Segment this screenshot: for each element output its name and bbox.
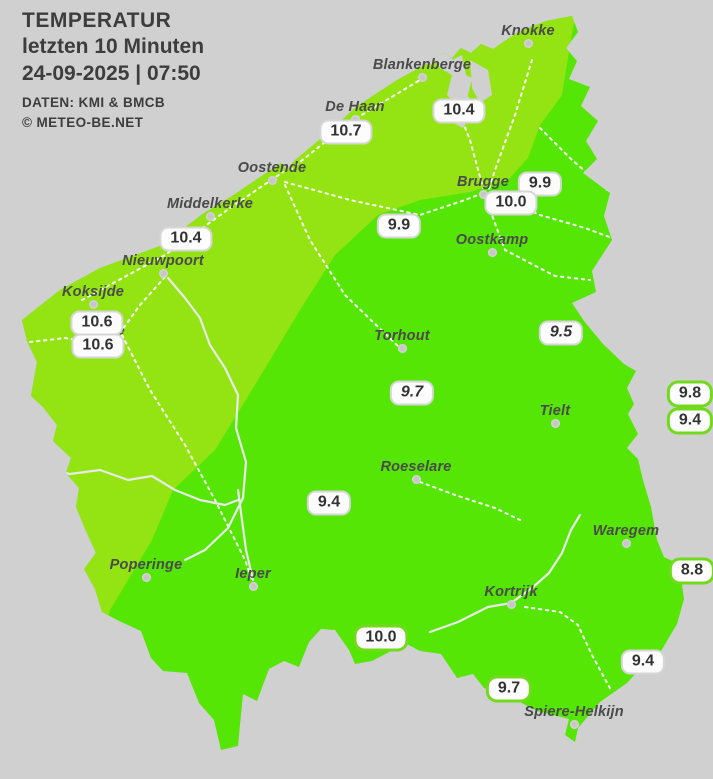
city-dot-icon [88, 299, 98, 309]
city-dot-icon [141, 572, 151, 582]
city-dot-icon [158, 268, 168, 278]
temp-badge-9-5: 9.5 [538, 320, 584, 346]
city-dot-icon [417, 72, 427, 82]
city-label: Blankenberge [372, 57, 472, 73]
city-label: Ieper [235, 566, 271, 582]
city-label: Tielt [539, 403, 571, 419]
city-dot-icon [397, 343, 407, 353]
temp-badge-10-4: 10.4 [432, 98, 486, 124]
temp-badge-9-7: 9.7 [485, 675, 533, 703]
city-dot-icon [487, 247, 497, 257]
city-dot-icon [267, 175, 277, 185]
temp-badge-9-7: 9.7 [389, 380, 435, 406]
city-dot-icon [411, 474, 421, 484]
city-label: Poperinge [109, 557, 183, 573]
rivers [40, 276, 582, 634]
city-dot-icon [506, 599, 516, 609]
temp-badge-9-9: 9.9 [376, 213, 422, 239]
city-label: Waregem [592, 523, 660, 539]
temp-badge-9-4: 9.4 [620, 649, 666, 675]
temp-badge-9-4: 9.4 [666, 407, 713, 435]
page-subtitle: letzten 10 Minuten [22, 35, 205, 58]
city-dot-icon [205, 211, 215, 221]
temp-badge-10-6: 10.6 [71, 333, 125, 359]
temp-badge-10-4: 10.4 [159, 226, 213, 252]
city-dot-icon [569, 719, 579, 729]
city-label: Nieuwpoort [122, 253, 204, 269]
city-dot-icon [621, 538, 631, 548]
temp-badge-10-6: 10.6 [70, 310, 124, 336]
temp-badge-10-7: 10.7 [319, 119, 373, 145]
city-label: Oostende [237, 160, 307, 176]
city-label: De Haan [325, 99, 385, 115]
city-label: Torhout [374, 328, 430, 344]
temp-badge-8-8: 8.8 [668, 557, 713, 585]
page-title: TEMPERATUR [22, 9, 172, 32]
date-time: 24-09-2025 | 07:50 [22, 62, 201, 85]
city-dot-icon [248, 581, 258, 591]
data-source: DATEN: KMI & BMCB [22, 95, 166, 110]
city-label: Brugge [457, 174, 509, 190]
city-dot-icon [550, 418, 560, 428]
city-label: Middelkerke [166, 196, 254, 212]
city-label: Roeselare [380, 459, 452, 475]
city-label: Kortrijk [484, 584, 538, 600]
city-dot-icon [478, 189, 488, 199]
copyright-notice: © METEO-BE.NET [22, 115, 144, 130]
temp-badge-10-0: 10.0 [484, 190, 538, 216]
city-label: Koksijde [61, 284, 125, 300]
temp-badge-9-8: 9.8 [666, 380, 713, 408]
city-label: Knokke [501, 23, 555, 39]
city-dot-icon [523, 38, 533, 48]
map-header: TEMPERATUR letzten 10 Minuten 24-09-2025… [22, 8, 204, 133]
city-dot-icon [350, 114, 360, 124]
city-label: Spiere-Helkijn [524, 704, 624, 720]
city-label: Oostkamp [455, 232, 529, 248]
temp-badge-9-4: 9.4 [306, 490, 352, 516]
temp-badge-10-0: 10.0 [353, 624, 409, 652]
